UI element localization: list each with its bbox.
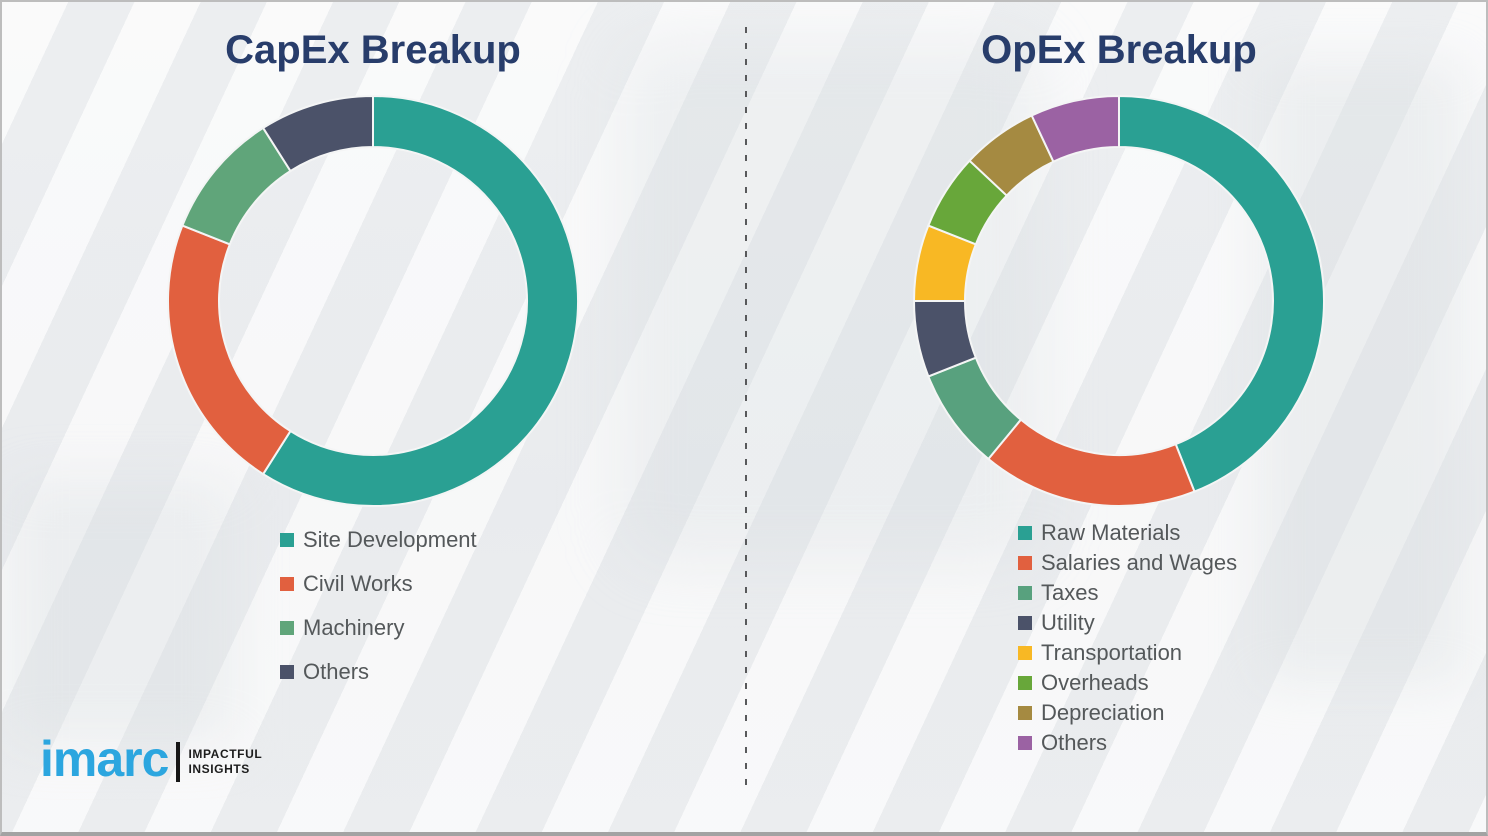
- logo-tagline: IMPACTFUL INSIGHTS: [188, 747, 262, 777]
- imarc-wordmark: imarc: [40, 731, 169, 787]
- donut-segment: [1118, 95, 1325, 493]
- imarc-logo: imarc IMPACTFUL INSIGHTS: [40, 734, 262, 784]
- legend-label: Utility: [1041, 610, 1095, 635]
- legend-item: Machinery: [280, 606, 477, 650]
- donut-segment: [261, 95, 374, 173]
- legend-label: Salaries and Wages: [1041, 550, 1238, 575]
- donut-segment: [261, 95, 579, 507]
- legend-item: Site Development: [280, 518, 477, 562]
- legend-item: Others: [280, 650, 477, 694]
- legend-swatch: [1018, 556, 1032, 570]
- legend-swatch: [1018, 616, 1032, 630]
- opex-chart-title: OpEx Breakup: [981, 28, 1257, 72]
- legend-item: Raw Materials: [1018, 518, 1237, 548]
- legend-swatch: [1018, 706, 1032, 720]
- capex-donut-chart: [167, 95, 579, 507]
- logo-tagline-line1: IMPACTFUL: [188, 747, 263, 761]
- legend-swatch: [280, 577, 294, 591]
- legend-item: Utility: [1018, 608, 1237, 638]
- background-watermark: [12, 482, 232, 742]
- logo-divider-bar: [176, 742, 181, 782]
- opex-donut-chart: [913, 95, 1325, 507]
- legend-label: Machinery: [303, 615, 405, 640]
- donut-segment: [986, 418, 1196, 507]
- legend-label: Site Development: [303, 527, 477, 552]
- legend-label: Others: [1041, 730, 1108, 755]
- legend-item: Others: [1018, 728, 1237, 758]
- legend-item: Depreciation: [1018, 698, 1237, 728]
- legend-label: Transportation: [1041, 640, 1183, 665]
- dashed-divider-line: [745, 27, 747, 795]
- legend-swatch: [280, 621, 294, 635]
- legend-item: Civil Works: [280, 562, 477, 606]
- legend-swatch: [280, 665, 294, 679]
- legend-swatch: [1018, 676, 1032, 690]
- legend-swatch: [1018, 586, 1032, 600]
- opex-legend: Raw Materials Salaries and Wages Taxes U…: [1018, 518, 1237, 758]
- legend-swatch: [1018, 526, 1032, 540]
- legend-label: Overheads: [1041, 670, 1149, 695]
- legend-item: Salaries and Wages: [1018, 548, 1237, 578]
- legend-label: Raw Materials: [1041, 520, 1181, 545]
- legend-swatch: [280, 533, 294, 547]
- capex-legend: Site Development Civil Works Machinery O…: [280, 518, 477, 694]
- legend-swatch: [1018, 736, 1032, 750]
- legend-label: Civil Works: [303, 571, 413, 596]
- capex-chart-title: CapEx Breakup: [225, 28, 521, 72]
- legend-item: Taxes: [1018, 578, 1237, 608]
- logo-tagline-line2: INSIGHTS: [188, 762, 250, 776]
- donut-segment: [167, 224, 292, 476]
- legend-swatch: [1018, 646, 1032, 660]
- legend-item: Overheads: [1018, 668, 1237, 698]
- legend-label: Depreciation: [1041, 700, 1165, 725]
- legend-label: Taxes: [1041, 580, 1099, 605]
- donut-segment: [1030, 95, 1120, 163]
- legend-item: Transportation: [1018, 638, 1237, 668]
- legend-label: Others: [303, 659, 370, 684]
